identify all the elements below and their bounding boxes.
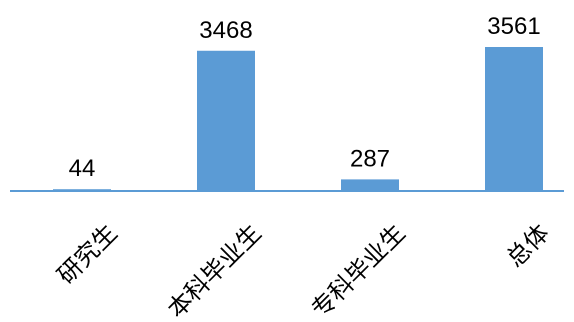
- bars-group: [53, 47, 543, 191]
- data-label-2: 3468: [199, 17, 252, 44]
- data-labels-group: 44 3468 287 3561: [69, 13, 541, 182]
- data-label-4: 3561: [487, 13, 540, 40]
- category-labels-group: 研究生 本科毕业生 专科毕业生 总体: [52, 219, 555, 322]
- bar-2: [197, 50, 255, 191]
- category-label-4: 总体: [501, 219, 555, 273]
- data-label-1: 44: [69, 155, 96, 182]
- bar-4: [485, 47, 543, 191]
- data-label-3: 287: [350, 145, 390, 172]
- category-label-1: 研究生: [52, 219, 123, 290]
- bar-3: [341, 179, 399, 191]
- category-label-2: 本科毕业生: [162, 219, 267, 322]
- category-label-3: 专科毕业生: [306, 219, 411, 322]
